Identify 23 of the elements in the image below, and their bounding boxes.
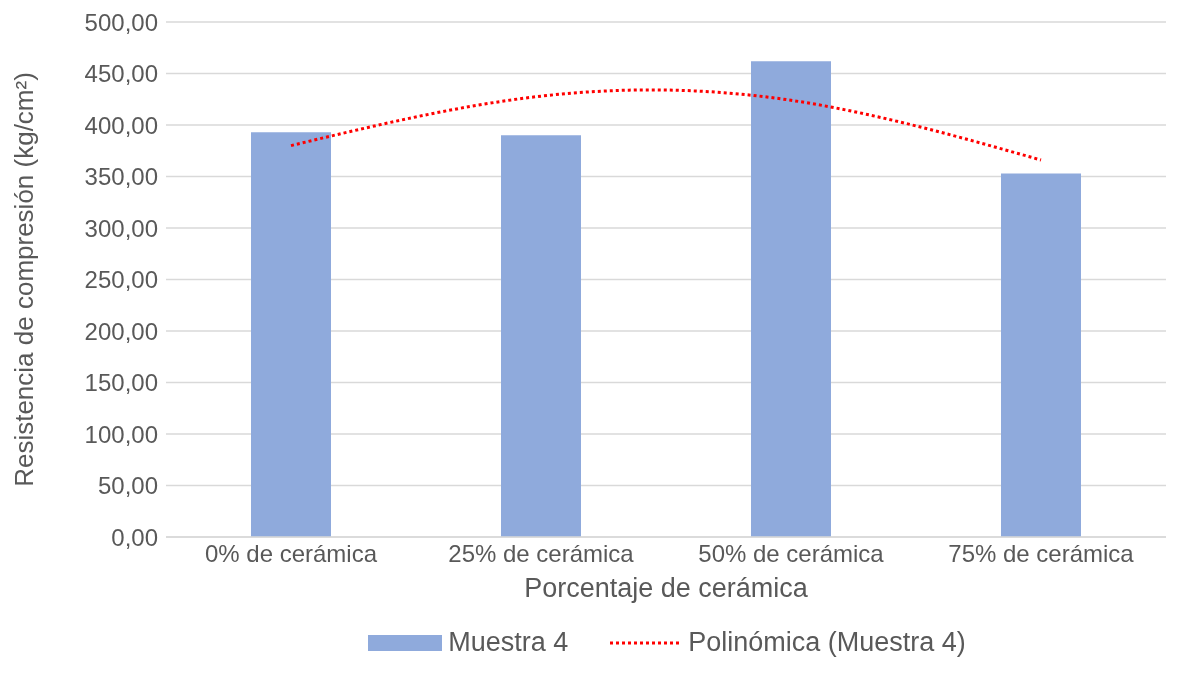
bar xyxy=(501,135,581,537)
x-tick-label: 50% de cerámica xyxy=(698,540,885,568)
x-tick-label: 75% de cerámica xyxy=(948,540,1135,568)
y-tick-label: 500,00 xyxy=(84,8,158,36)
x-tick-label: 0% de cerámica xyxy=(204,540,378,568)
y-tick-label: 200,00 xyxy=(84,317,158,345)
bar xyxy=(1001,173,1081,537)
bar xyxy=(251,132,331,537)
y-tick-label: 350,00 xyxy=(84,163,158,191)
y-tick-label: 150,00 xyxy=(84,369,158,397)
y-tick-label: 450,00 xyxy=(84,60,158,88)
y-tick-label: 50,00 xyxy=(97,472,158,500)
x-tick-label: 25% de cerámica xyxy=(448,540,635,568)
y-tick-label: 100,00 xyxy=(84,420,158,448)
y-tick-label: 400,00 xyxy=(84,111,158,139)
legend-label: Polinómica (Muestra 4) xyxy=(688,627,966,658)
y-tick-label: 250,00 xyxy=(84,266,158,294)
y-tick-label: 0,00 xyxy=(111,523,158,551)
y-axis-title: Resistencia de compresión (kg/cm²) xyxy=(9,72,40,487)
legend-label: Muestra 4 xyxy=(448,627,569,658)
y-tick-label: 300,00 xyxy=(84,214,158,242)
bar xyxy=(751,61,831,537)
x-axis-title: Porcentaje de cerámica xyxy=(524,573,809,603)
